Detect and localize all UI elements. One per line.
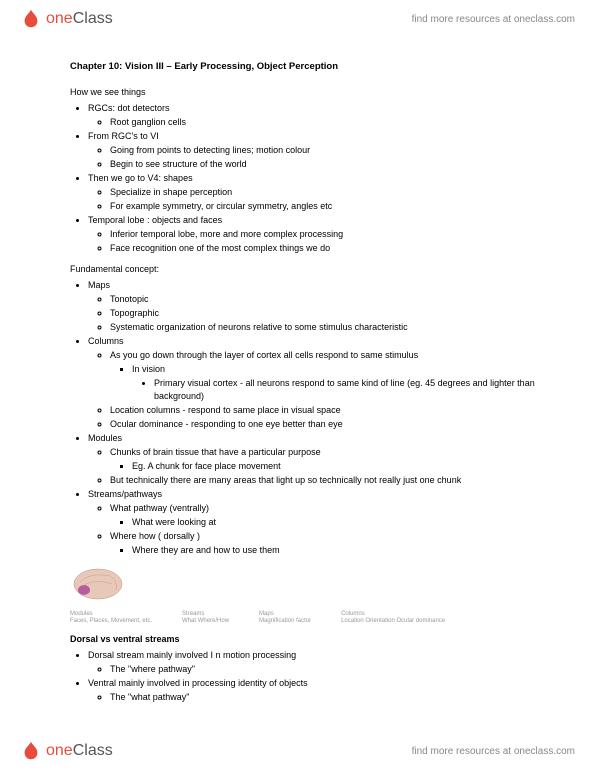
list-item: Modules xyxy=(88,432,535,446)
list-item: From RGC's to VI xyxy=(88,130,535,144)
section-dorsal-ventral: Dorsal vs ventral streams xyxy=(70,633,535,647)
list-item: Where how ( dorsally ) xyxy=(110,530,535,544)
list-item: But technically there are many areas tha… xyxy=(110,474,535,488)
list-item: The "what pathway" xyxy=(110,691,535,705)
list-item: Temporal lobe : objects and faces xyxy=(88,214,535,228)
caption-title: Streams xyxy=(182,611,229,618)
caption-sub: Faces, Places, Movement, etc. xyxy=(70,618,152,625)
brand-class: Class xyxy=(73,10,113,28)
document-content: Chapter 10: Vision III – Early Processin… xyxy=(70,60,535,705)
list-item: Begin to see structure of the world xyxy=(110,158,535,172)
list-item: Primary visual cortex - all neurons resp… xyxy=(154,377,535,404)
list-item: Streams/pathways xyxy=(88,488,535,502)
chapter-title: Chapter 10: Vision III – Early Processin… xyxy=(70,60,535,74)
list-item: Going from points to detecting lines; mo… xyxy=(110,144,535,158)
section-fundamental: Fundamental concept: xyxy=(70,263,535,277)
list-item: Face recognition one of the most complex… xyxy=(110,242,535,256)
brand-logo: oneClass xyxy=(20,8,113,30)
list-item: What were looking at xyxy=(132,516,535,530)
list-item: Where they are and how to use them xyxy=(132,544,535,558)
list-item: Ventral mainly involved in processing id… xyxy=(88,677,535,691)
caption-maps: Maps Magnification factor xyxy=(259,611,311,625)
list-item: Specialize in shape perception xyxy=(110,186,535,200)
list-how-we-see: RGCs: dot detectors Root ganglion cells … xyxy=(70,102,535,256)
list-dorsal-ventral: Dorsal stream mainly involved I n motion… xyxy=(70,649,535,705)
page-header: oneClass find more resources at oneclass… xyxy=(0,0,595,38)
list-item: Dorsal stream mainly involved I n motion… xyxy=(88,649,535,663)
list-item: Then we go to V4: shapes xyxy=(88,172,535,186)
caption-sub: What Where/How xyxy=(182,618,229,625)
list-item: Ocular dominance - responding to one eye… xyxy=(110,418,535,432)
list-fundamental: Maps Tonotopic Topographic Systematic or… xyxy=(70,279,535,558)
caption-streams: Streams What Where/How xyxy=(182,611,229,625)
brand-logo-footer: oneClass xyxy=(20,740,113,762)
list-item: What pathway (ventrally) xyxy=(110,502,535,516)
caption-modules: Modules Faces, Places, Movement, etc. xyxy=(70,611,152,625)
list-item: Inferior temporal lobe, more and more co… xyxy=(110,228,535,242)
list-item: Root ganglion cells xyxy=(110,116,535,130)
list-item: As you go down through the layer of cort… xyxy=(110,349,535,363)
caption-sub: Magnification factor xyxy=(259,618,311,625)
footer-tagline: find more resources at oneclass.com xyxy=(412,746,575,757)
list-item: RGCs: dot detectors xyxy=(88,102,535,116)
brain-diagram-icon xyxy=(70,564,130,604)
list-item: The "where pathway" xyxy=(110,663,535,677)
brand-one: one xyxy=(46,10,73,28)
leaf-icon xyxy=(20,740,42,762)
brain-captions: Modules Faces, Places, Movement, etc. St… xyxy=(70,611,535,625)
list-item: Topographic xyxy=(110,307,535,321)
list-item: For example symmetry, or circular symmet… xyxy=(110,200,535,214)
section-how-we-see: How we see things xyxy=(70,86,535,100)
list-item: Location columns - respond to same place… xyxy=(110,404,535,418)
list-item: Eg. A chunk for face place movement xyxy=(132,460,535,474)
list-item: Columns xyxy=(88,335,535,349)
brand-class: Class xyxy=(73,742,113,760)
list-item: In vision xyxy=(132,363,535,377)
brand-one: one xyxy=(46,742,73,760)
caption-columns: Columns Location Orientation Ocular domi… xyxy=(341,611,445,625)
leaf-icon xyxy=(20,8,42,30)
list-item: Maps xyxy=(88,279,535,293)
list-item: Tonotopic xyxy=(110,293,535,307)
list-item: Systematic organization of neurons relat… xyxy=(110,321,535,335)
caption-sub: Location Orientation Ocular dominance xyxy=(341,618,445,625)
page-footer: oneClass find more resources at oneclass… xyxy=(0,732,595,770)
list-item: Chunks of brain tissue that have a parti… xyxy=(110,446,535,460)
caption-title: Columns xyxy=(341,611,445,618)
header-tagline: find more resources at oneclass.com xyxy=(412,14,575,25)
caption-title: Maps xyxy=(259,611,311,618)
caption-title: Modules xyxy=(70,611,152,618)
